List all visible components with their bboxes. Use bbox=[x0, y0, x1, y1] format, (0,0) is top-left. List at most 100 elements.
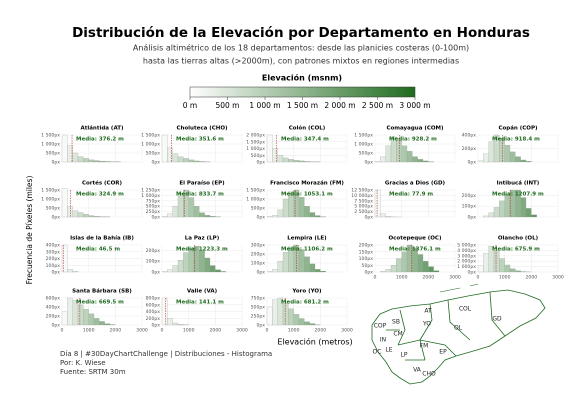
bar bbox=[304, 322, 309, 325]
y-tick-label: 200px bbox=[146, 316, 161, 322]
y-tick-label: 750px bbox=[146, 198, 161, 204]
y-tick-label: 300px bbox=[46, 249, 61, 255]
mean-label: Media: 141.1 m bbox=[176, 300, 224, 306]
y-tick-label: 0px bbox=[51, 323, 60, 329]
y-tick-label: 12 500px bbox=[351, 188, 373, 194]
bar bbox=[194, 161, 199, 162]
mean-label: Media: 1376.1 m bbox=[389, 247, 441, 253]
legend-tick-label: 2 500 m bbox=[362, 101, 393, 110]
y-tick-label: 0px bbox=[467, 160, 476, 166]
bar bbox=[221, 271, 226, 272]
y-tick-label: 7 500px bbox=[354, 198, 373, 204]
map-label: SB bbox=[392, 319, 400, 326]
bar bbox=[423, 161, 428, 162]
bar bbox=[386, 146, 391, 162]
bar bbox=[73, 211, 78, 217]
mean-label: Media: 928.2 m bbox=[389, 137, 437, 143]
y-tick-label: 1 500px bbox=[246, 188, 265, 194]
bar bbox=[83, 309, 88, 325]
bar bbox=[67, 298, 72, 325]
map-label: VA bbox=[413, 367, 422, 374]
y-tick-label: 0px bbox=[256, 215, 265, 221]
bar bbox=[489, 142, 494, 162]
bar bbox=[304, 257, 309, 272]
bar bbox=[299, 319, 304, 325]
facet-title: Colón (COL) bbox=[289, 125, 326, 132]
y-tick-label: 0px bbox=[151, 215, 160, 221]
bar bbox=[89, 216, 94, 217]
bar bbox=[510, 152, 515, 162]
bar bbox=[178, 324, 183, 325]
bar bbox=[78, 305, 83, 325]
y-tick-label: 200px bbox=[146, 248, 161, 254]
x-tick-label: 0 bbox=[477, 275, 480, 281]
facet-title: Copán (COP) bbox=[498, 125, 538, 132]
bar bbox=[173, 323, 178, 325]
bar bbox=[499, 259, 504, 273]
subtitle: hasta las tierras altas (>2000m), con pa… bbox=[143, 57, 459, 66]
legend-tick-label: 500 m bbox=[215, 101, 239, 110]
y-tick-label: 0px bbox=[151, 270, 160, 276]
bar bbox=[83, 158, 88, 162]
mean-label: Media: 1053.1 m bbox=[281, 192, 333, 198]
bar bbox=[210, 216, 215, 217]
bar bbox=[418, 159, 423, 162]
y-tick-label: 100px bbox=[251, 261, 266, 267]
mean-label: Media: 77.9 m bbox=[389, 192, 433, 198]
bar bbox=[267, 135, 272, 162]
y-tick-label: 500px bbox=[46, 151, 61, 157]
x-axis-label: Elevación (metros) bbox=[277, 337, 352, 347]
y-tick-label: 1 000px bbox=[246, 146, 265, 152]
y-tick-label: 1 500px bbox=[246, 139, 265, 145]
facet-title: Gracias a Dios (GD) bbox=[385, 181, 446, 187]
y-tick-label: 5 000px bbox=[354, 204, 373, 210]
x-tick-label: 3000 bbox=[341, 328, 353, 334]
y-tick-label: 100px bbox=[46, 263, 61, 269]
y-tick-label: 3 000px bbox=[457, 253, 476, 259]
bar bbox=[510, 269, 515, 272]
map-label: COP bbox=[374, 323, 387, 330]
x-tick-label: 1000 bbox=[288, 328, 300, 334]
bar bbox=[505, 194, 510, 217]
bar bbox=[375, 190, 380, 217]
bar bbox=[294, 160, 299, 162]
bar bbox=[199, 161, 204, 162]
y-tick-label: 2 500px bbox=[354, 209, 373, 215]
caption: Por: K. Wiese bbox=[60, 359, 106, 367]
bar bbox=[89, 314, 94, 325]
y-tick-label: 50px bbox=[362, 263, 374, 269]
bar bbox=[162, 298, 167, 325]
bar bbox=[167, 148, 172, 162]
bar bbox=[272, 149, 277, 163]
y-tick-label: 500px bbox=[359, 151, 374, 157]
y-tick-label: 1 500px bbox=[41, 188, 60, 194]
facet-title: Choluteca (CHO) bbox=[176, 126, 228, 132]
y-tick-label: 500px bbox=[251, 153, 266, 159]
caption: Día 8 | #30DayChartChallenge | Distribuc… bbox=[60, 350, 272, 358]
caption: Fuente: SRTM 30m bbox=[60, 368, 126, 376]
bar bbox=[189, 160, 194, 162]
bar bbox=[402, 252, 407, 272]
bar bbox=[105, 324, 110, 325]
bar bbox=[205, 258, 210, 272]
y-tick-label: 0px bbox=[256, 160, 265, 166]
bar bbox=[99, 321, 104, 325]
bar bbox=[483, 253, 488, 272]
facet-title: Ocotepeque (OC) bbox=[389, 236, 442, 242]
bar bbox=[310, 264, 315, 272]
bar bbox=[428, 267, 433, 272]
map-label: COL bbox=[459, 306, 472, 313]
y-tick-label: 0px bbox=[256, 270, 265, 276]
x-tick-label: 0 bbox=[61, 328, 64, 334]
bar bbox=[478, 161, 483, 162]
y-tick-label: 250px bbox=[146, 209, 161, 215]
bar bbox=[521, 160, 526, 162]
bar bbox=[199, 213, 204, 217]
y-tick-label: 200px bbox=[359, 243, 374, 249]
x-tick-label: 0 bbox=[161, 328, 164, 334]
y-tick-label: 800px bbox=[146, 296, 161, 302]
x-tick-label: 3000 bbox=[552, 275, 564, 281]
y-tick-label: 100px bbox=[462, 204, 477, 210]
x-tick-label: 2000 bbox=[314, 328, 326, 334]
bar bbox=[483, 154, 488, 162]
